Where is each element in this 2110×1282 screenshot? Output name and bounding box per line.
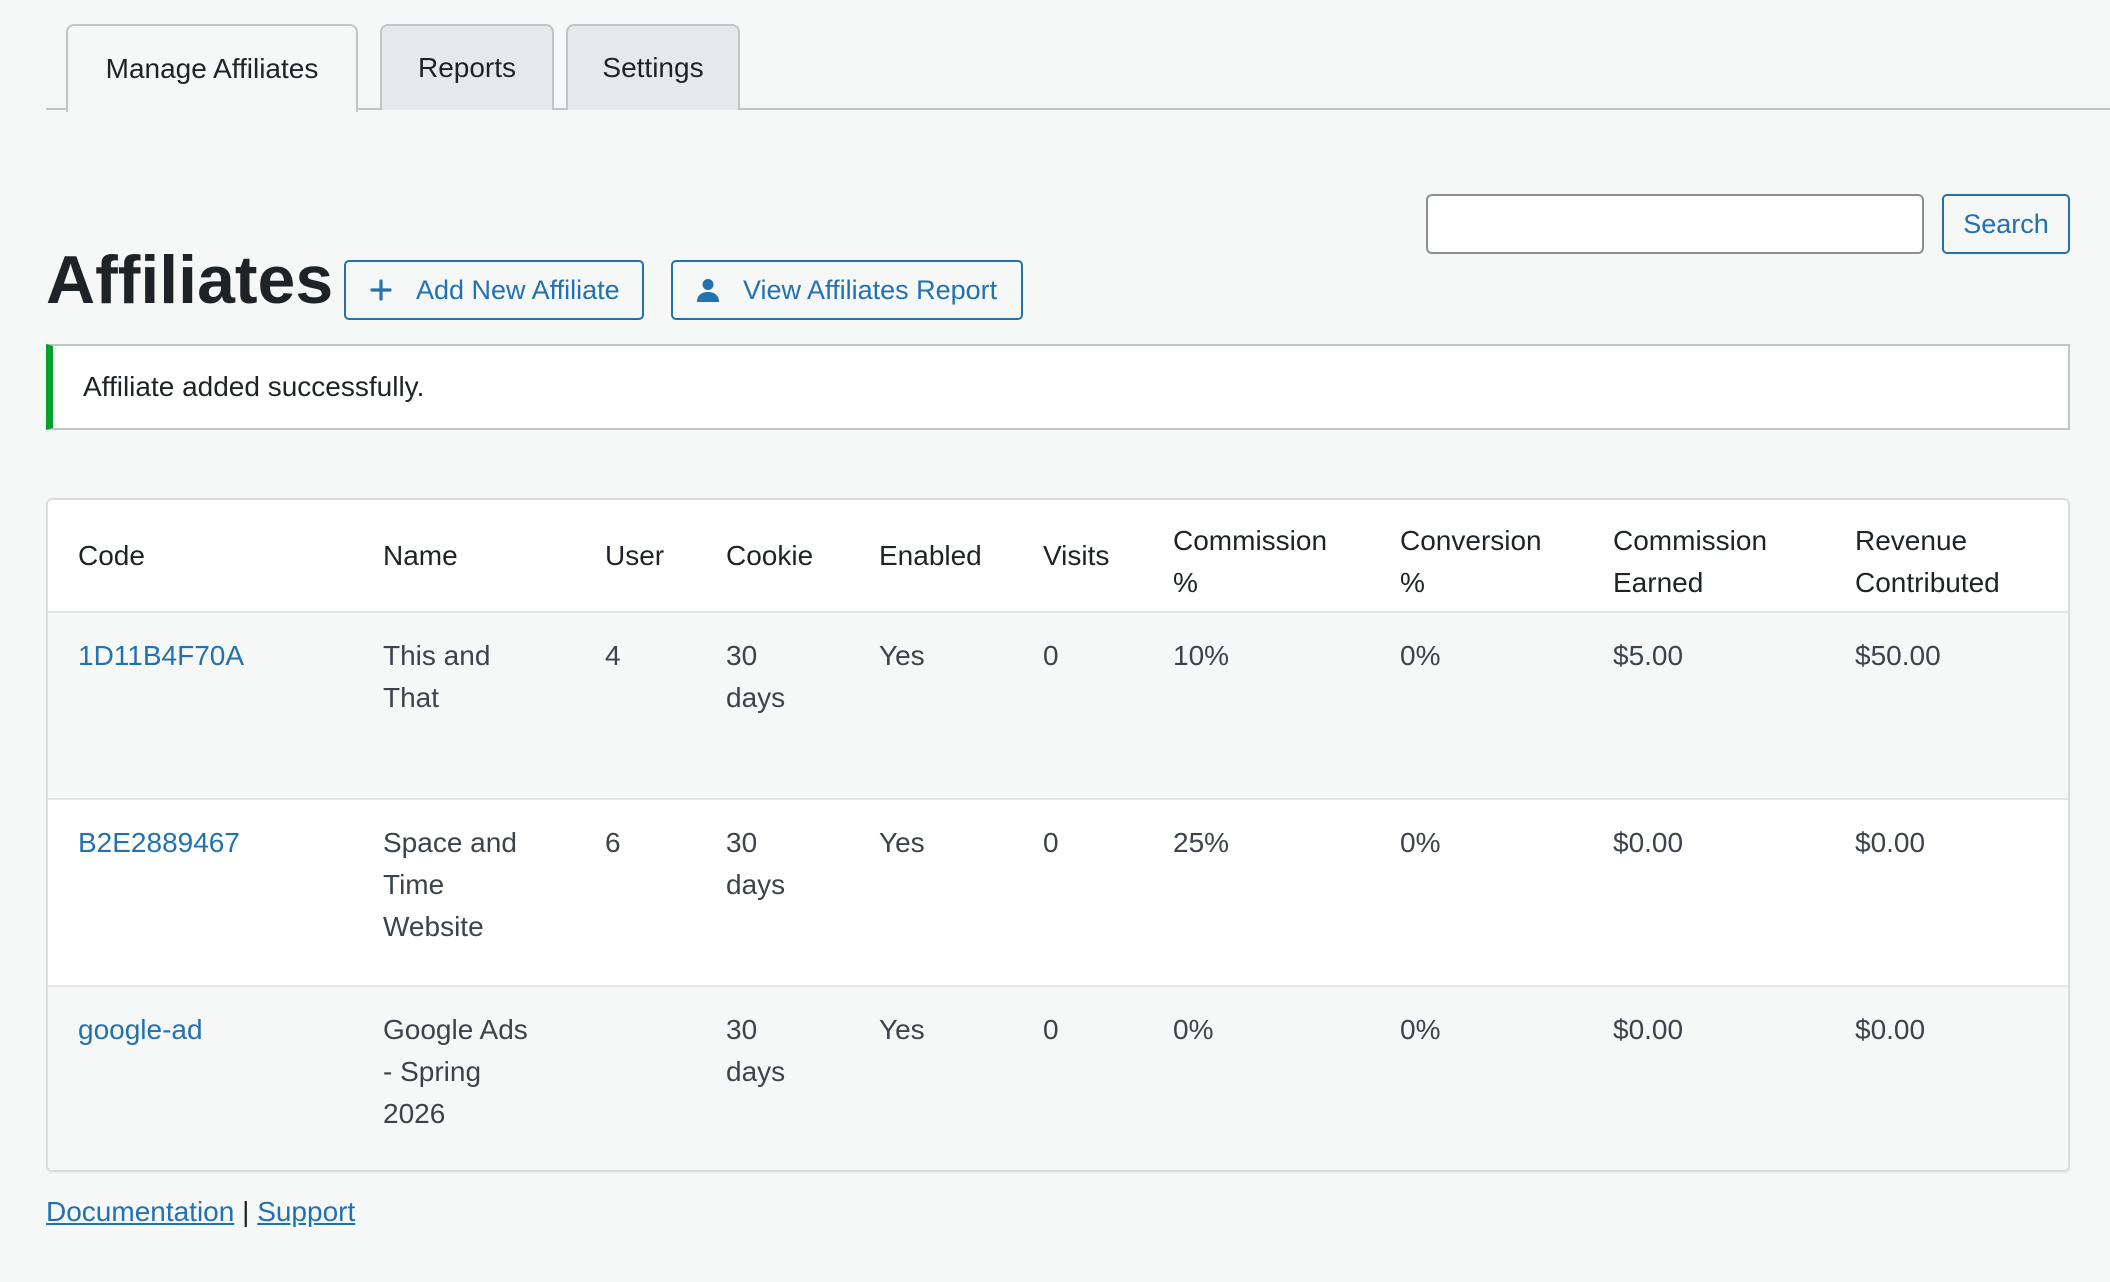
cell-cookie: 30 days (696, 799, 849, 986)
cell-visits: 0 (1043, 827, 1059, 858)
name-line: 2026 (383, 1098, 446, 1129)
cell-conversion-pct: 0% (1400, 827, 1441, 858)
cookie-line: 30 (726, 1014, 758, 1045)
name-line: Google Ads (383, 1014, 528, 1045)
tab-bar: Manage Affiliates Reports Settings (46, 24, 2110, 112)
tab-settings[interactable]: Settings (566, 24, 740, 110)
cell-conversion-pct: 0% (1400, 640, 1441, 671)
cell-commission-pct: 10% (1173, 640, 1230, 671)
cookie-line: days (726, 1056, 786, 1087)
add-new-affiliate-button[interactable]: Add New Affiliate (344, 260, 644, 320)
page-title: Affiliates (46, 242, 334, 318)
cell-commission-pct: 0% (1173, 1014, 1214, 1045)
name-line: That (383, 682, 440, 713)
cell-commission-earned: $0.00 (1613, 1014, 1684, 1045)
affiliate-code-link[interactable]: google-ad (78, 1014, 203, 1045)
notice-message: Affiliate added successfully. (83, 371, 425, 402)
column-header-conversion-pct[interactable]: Conversion % (1370, 500, 1583, 613)
cell-revenue-contributed: $0.00 (1855, 827, 1926, 858)
cell-enabled: Yes (879, 640, 925, 671)
header-line: Revenue (1855, 525, 1968, 556)
cell-conversion-pct: 0% (1400, 1014, 1441, 1045)
column-header-enabled[interactable]: Enabled (849, 500, 1013, 613)
header-line: Contributed (1855, 567, 2000, 598)
name-line: Space and (383, 827, 517, 858)
cell-commission-earned: $0.00 (1613, 827, 1684, 858)
cell-code: google-ad (48, 986, 353, 1170)
cell-enabled: Yes (879, 827, 925, 858)
column-header-name[interactable]: Name (353, 500, 575, 613)
plus-icon (368, 277, 394, 303)
header-line: % (1400, 567, 1425, 598)
cookie-line: 30 (726, 640, 758, 671)
column-header-cookie[interactable]: Cookie (696, 500, 849, 613)
affiliates-table: Code Name User Cookie Enabled Visits Com… (46, 498, 2070, 1172)
header-line: Commission (1173, 525, 1328, 556)
success-notice: Affiliate added successfully. (46, 344, 2070, 430)
cell-revenue-contributed: $50.00 (1855, 640, 1941, 671)
cell-commission-earned: $5.00 (1613, 640, 1684, 671)
search-button[interactable]: Search (1942, 194, 2070, 254)
view-affiliates-report-button[interactable]: View Affiliates Report (671, 260, 1023, 320)
footer-links: Documentation | Support (46, 1196, 355, 1228)
view-affiliates-report-label: View Affiliates Report (743, 274, 998, 305)
table-row: B2E2889467 Space and Time Website 6 30 d… (48, 799, 2068, 986)
search-input[interactable] (1426, 194, 1924, 254)
cell-cookie: 30 days (696, 986, 849, 1170)
cell-cookie: 30 days (696, 612, 849, 799)
cell-user (575, 986, 696, 1170)
support-link[interactable]: Support (257, 1196, 356, 1227)
add-new-affiliate-label: Add New Affiliate (416, 274, 620, 305)
cell-name: This and That (353, 612, 575, 799)
affiliate-code-link[interactable]: 1D11B4F70A (78, 640, 245, 671)
name-line: Time (383, 869, 445, 900)
header-line: % (1173, 567, 1198, 598)
cell-user: 4 (605, 640, 621, 671)
column-header-revenue-contributed[interactable]: Revenue Contributed (1825, 500, 2068, 613)
column-header-commission-pct[interactable]: Commission % (1143, 500, 1370, 613)
table-header-row: Code Name User Cookie Enabled Visits Com… (48, 500, 2068, 613)
cookie-line: days (726, 682, 786, 713)
column-header-code[interactable]: Code (48, 500, 353, 613)
header-line: Commission (1613, 525, 1768, 556)
name-line: - Spring (383, 1056, 482, 1087)
name-line: Website (383, 911, 484, 942)
cell-enabled: Yes (879, 1014, 925, 1045)
tab-reports[interactable]: Reports (380, 24, 554, 110)
cell-visits: 0 (1043, 1014, 1059, 1045)
column-header-commission-earned[interactable]: Commission Earned (1583, 500, 1825, 613)
cookie-line: 30 (726, 827, 758, 858)
cell-visits: 0 (1043, 640, 1059, 671)
cell-code: B2E2889467 (48, 799, 353, 986)
cookie-line: days (726, 869, 786, 900)
tab-manage-affiliates[interactable]: Manage Affiliates (66, 24, 358, 112)
cell-commission-pct: 25% (1173, 827, 1230, 858)
table-row: google-ad Google Ads - Spring 2026 30 da… (48, 986, 2068, 1170)
cell-user: 6 (605, 827, 621, 858)
footer-separator: | (242, 1196, 250, 1227)
documentation-link[interactable]: Documentation (46, 1196, 235, 1227)
cell-revenue-contributed: $0.00 (1855, 1014, 1926, 1045)
header-line: Conversion (1400, 525, 1542, 556)
column-header-visits[interactable]: Visits (1013, 500, 1143, 613)
cell-name: Space and Time Website (353, 799, 575, 986)
user-icon (695, 277, 721, 303)
name-line: This and (383, 640, 491, 671)
table-row: 1D11B4F70A This and That 4 30 days Yes 0… (48, 612, 2068, 799)
column-header-user[interactable]: User (575, 500, 696, 613)
cell-code: 1D11B4F70A (48, 612, 353, 799)
header-line: Earned (1613, 567, 1704, 598)
affiliate-code-link[interactable]: B2E2889467 (78, 827, 240, 858)
cell-name: Google Ads - Spring 2026 (353, 986, 575, 1170)
